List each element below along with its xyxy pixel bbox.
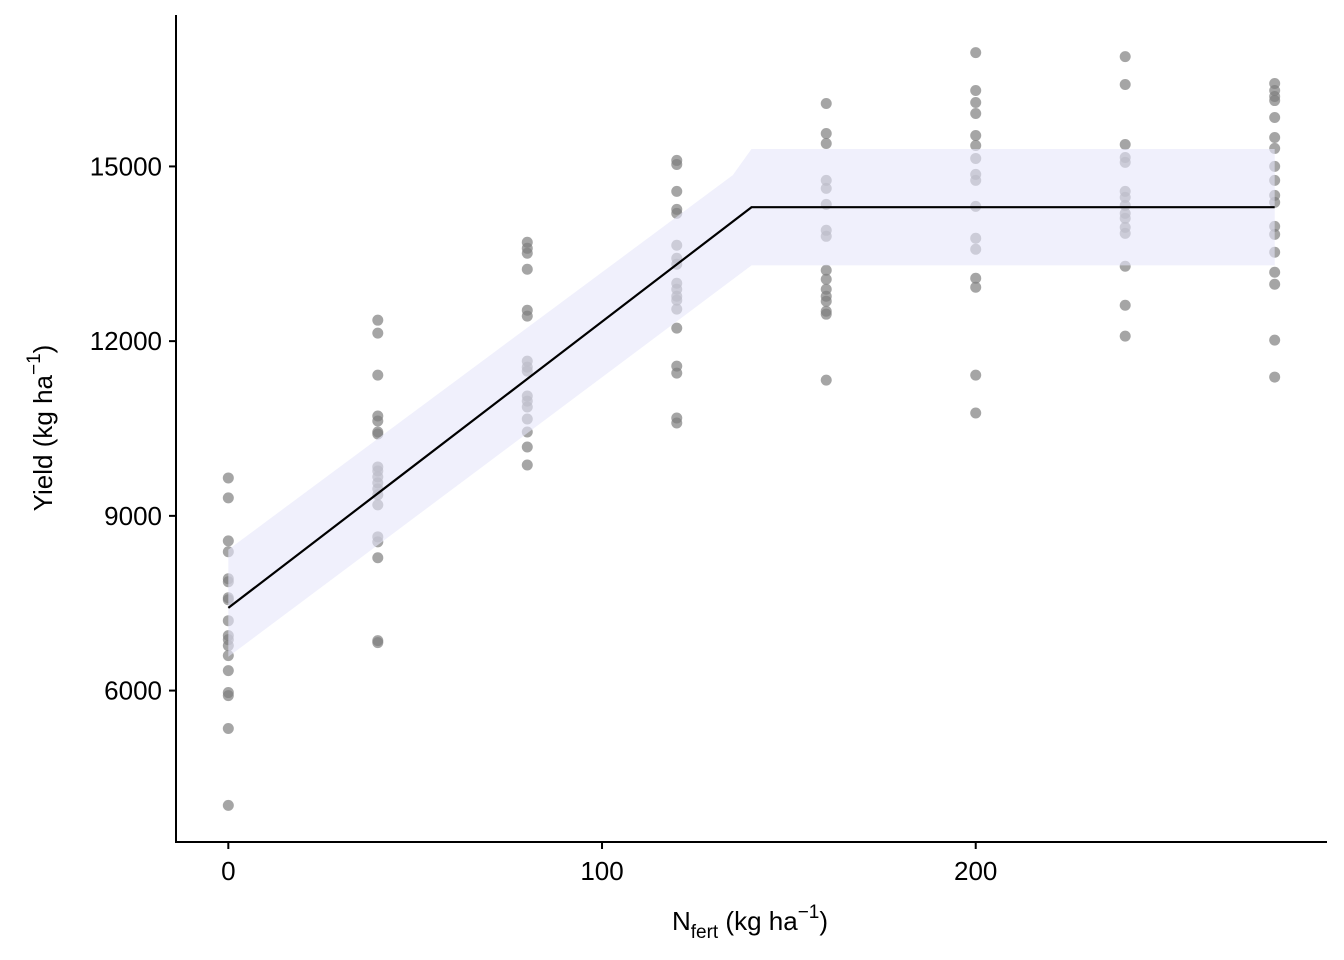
y-tick-label: 6000 — [104, 676, 162, 706]
point — [1269, 278, 1281, 290]
point — [222, 799, 234, 811]
point — [970, 85, 982, 97]
point — [222, 535, 234, 547]
point — [372, 327, 384, 339]
x-axis-label: Nfert (kg ha−1) — [672, 902, 828, 943]
point — [521, 247, 533, 259]
y-tick-label: 9000 — [104, 501, 162, 531]
point — [521, 310, 533, 322]
point — [970, 129, 982, 141]
point — [1119, 79, 1131, 91]
point — [372, 369, 384, 381]
point — [1269, 334, 1281, 346]
point — [222, 690, 234, 702]
point — [970, 281, 982, 293]
point — [820, 374, 832, 386]
x-label-rest: (kg ha — [718, 906, 798, 936]
point — [222, 492, 234, 504]
x-label-close: ) — [819, 906, 828, 936]
point — [1119, 138, 1131, 150]
point — [671, 158, 683, 170]
x-label-sup: −1 — [798, 902, 820, 923]
point — [372, 415, 384, 427]
point — [222, 472, 234, 484]
point — [671, 185, 683, 197]
y-axis-label: Yield (kg ha−1) — [24, 345, 58, 512]
point — [372, 314, 384, 326]
point — [671, 417, 683, 429]
point — [1119, 330, 1131, 342]
point — [372, 552, 384, 564]
point — [820, 308, 832, 320]
point — [671, 367, 683, 379]
point — [521, 459, 533, 471]
point — [671, 322, 683, 334]
point — [970, 139, 982, 151]
x-tick-label: 200 — [954, 856, 997, 886]
y-label-sup: −1 — [24, 353, 45, 375]
point — [970, 369, 982, 381]
x-label-main: N — [672, 906, 691, 936]
y-tick-label: 12000 — [90, 326, 162, 356]
point — [1119, 299, 1131, 311]
point — [372, 637, 384, 649]
point — [820, 137, 832, 149]
point — [521, 441, 533, 453]
x-tick-label: 0 — [221, 856, 235, 886]
point — [820, 264, 832, 276]
point — [970, 97, 982, 109]
point — [970, 407, 982, 419]
point — [1269, 95, 1281, 107]
point — [222, 665, 234, 677]
point — [1269, 131, 1281, 143]
y-label-close: ) — [28, 345, 58, 354]
point — [820, 127, 832, 139]
point — [820, 98, 832, 110]
point — [1269, 371, 1281, 383]
point — [1269, 112, 1281, 124]
point — [1119, 51, 1131, 63]
x-label-sub: fert — [691, 922, 719, 943]
point — [970, 107, 982, 119]
y-tick-label: 15000 — [90, 151, 162, 181]
fit-line — [227, 206, 1275, 609]
point — [521, 263, 533, 275]
point — [222, 722, 234, 734]
x-tick-label: 100 — [580, 856, 623, 886]
point — [820, 295, 832, 307]
point — [970, 47, 982, 59]
confidence-ribbon — [228, 148, 1275, 657]
point — [970, 272, 982, 284]
point — [1269, 266, 1281, 278]
y-label-main: Yield (kg ha — [28, 374, 58, 511]
point — [820, 273, 832, 285]
